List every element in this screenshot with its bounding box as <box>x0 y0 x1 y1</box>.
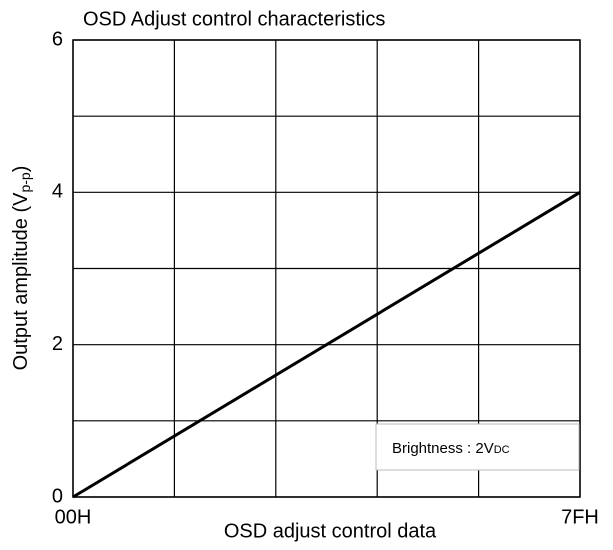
y-tick-label: 4 <box>52 181 63 203</box>
chart-title: OSD Adjust control characteristics <box>83 8 385 30</box>
plot-frame <box>72 39 581 498</box>
y-axis-label-subscript: p-p <box>17 172 33 192</box>
y-tick-label: 2 <box>52 333 63 355</box>
y-axis-label-text: Output amplitude (V <box>10 192 32 371</box>
plot-area: 0 2 4 6 00H 7FH <box>52 28 599 528</box>
y-axis-label: Output amplitude (Vp-p) <box>10 166 32 371</box>
annotation-box <box>375 423 580 471</box>
annotation: Brightness : 2VDC <box>392 440 510 457</box>
annotation-subscript: DC <box>494 444 510 456</box>
y-tick-label: 6 <box>52 28 63 50</box>
annotation-text: Brightness : 2V <box>392 440 494 457</box>
x-tick-label: 7FH <box>561 506 599 528</box>
x-tick-label: 00H <box>55 506 92 528</box>
data-line <box>72 191 581 499</box>
y-axis-label-suffix: ) <box>10 166 32 173</box>
y-tick-label: 0 <box>52 485 63 507</box>
x-axis-label: OSD adjust control data <box>224 520 437 542</box>
